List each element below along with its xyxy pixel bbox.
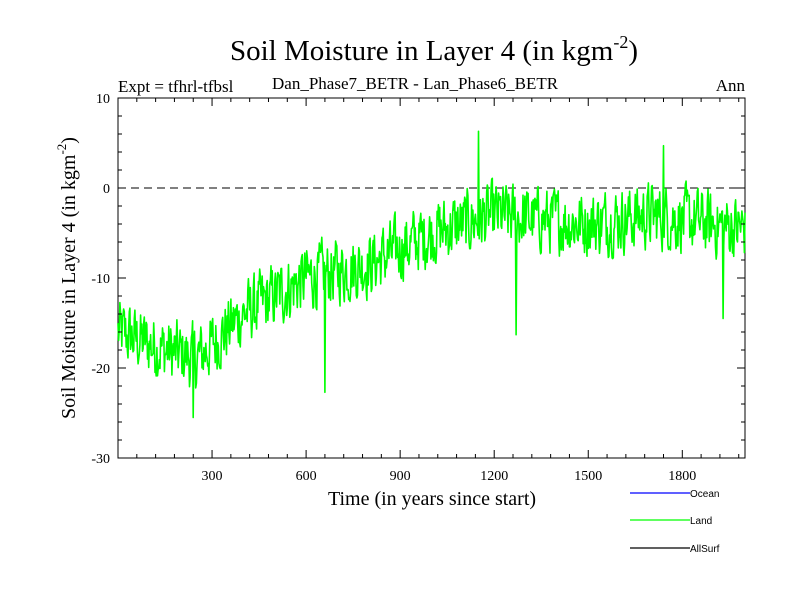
subtitle-expt: Expt = tfhrl-tfbsl	[118, 77, 234, 96]
y-tick-label: 10	[96, 92, 110, 107]
subtitle-season: Ann	[716, 76, 746, 95]
subtitle-runs: Dan_Phase7_BETR - Lan_Phase6_BETR	[272, 74, 559, 93]
x-tick-label: 600	[296, 469, 317, 484]
plot-frame	[117, 97, 746, 459]
x-tick-label: 300	[202, 469, 223, 484]
x-tick-label: 1500	[574, 469, 602, 484]
y-axis-ticks: 10 0 -10 -20 -30	[91, 92, 745, 467]
x-axis-label: Time (in years since start)	[328, 488, 536, 510]
x-axis-ticks: 300 600 900 1200 1500 1800	[117, 98, 740, 484]
y-tick-label: 0	[103, 182, 110, 197]
land-series-line	[117, 130, 746, 419]
legend: Ocean Land AllSurf	[630, 489, 720, 555]
legend-ocean-label: Ocean	[690, 489, 719, 500]
x-tick-label: 900	[390, 469, 411, 484]
legend-allsurf-label: AllSurf	[690, 544, 720, 555]
y-axis-label: Soil Moisture in Layer 4 (in kgm-2)	[54, 137, 80, 419]
x-tick-label: 1200	[480, 469, 508, 484]
x-tick-label: 1800	[668, 469, 696, 484]
y-tick-label: -10	[91, 272, 110, 287]
legend-land-label: Land	[690, 516, 712, 527]
y-tick-label: -30	[91, 452, 110, 467]
y-tick-label: -20	[91, 362, 110, 377]
chart-title: Soil Moisture in Layer 4 (in kgm-2)	[230, 32, 638, 67]
